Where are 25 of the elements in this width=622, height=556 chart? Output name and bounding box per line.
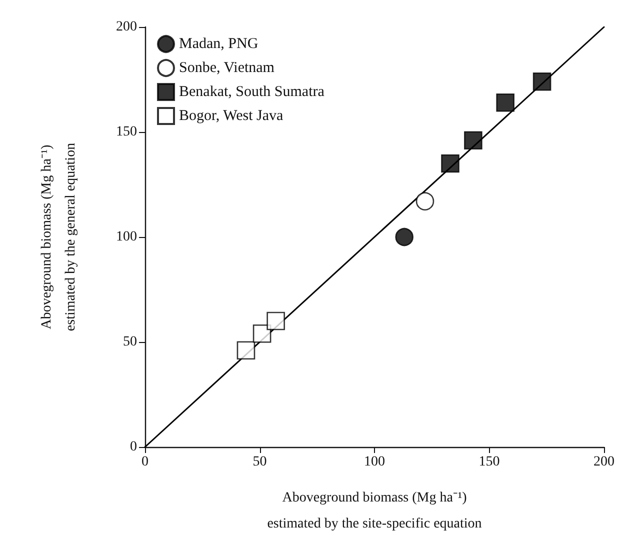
- legend-label: Sonbe, Vietnam: [179, 60, 275, 76]
- x-tick-label: 0: [142, 454, 148, 470]
- point: [236, 341, 256, 360]
- point: [496, 93, 514, 112]
- y-tick-label: 0: [130, 440, 137, 454]
- point: [441, 154, 460, 173]
- x-axis-title: Aboveground biomass (Mg ha⁻¹) estimated by the site-specific equation: [267, 490, 482, 532]
- x-tick-label: 50: [252, 454, 267, 470]
- x-tick-label: 200: [594, 454, 614, 470]
- y-tick-label: 100: [116, 230, 137, 244]
- point: [532, 72, 552, 91]
- x-tick-label: 150: [478, 454, 500, 470]
- point: [266, 312, 285, 330]
- x-tick-label: 100: [364, 454, 385, 470]
- y-axis-title: Aboveground biomass (Mg ha⁻¹) estimated by the general equation: [40, 142, 78, 332]
- y-tick-label: 200: [116, 20, 137, 34]
- y-tick-label: 150: [116, 124, 137, 140]
- point: [416, 192, 434, 210]
- legend-label: Bogor, West Java: [179, 108, 284, 124]
- y-tick-label: 50: [123, 334, 137, 350]
- point: [464, 131, 482, 150]
- point: [252, 324, 272, 343]
- point: [395, 228, 414, 246]
- legend-label: Benakat, South Sumatra: [179, 84, 325, 100]
- legend-label: Madan, PNG: [179, 36, 258, 52]
